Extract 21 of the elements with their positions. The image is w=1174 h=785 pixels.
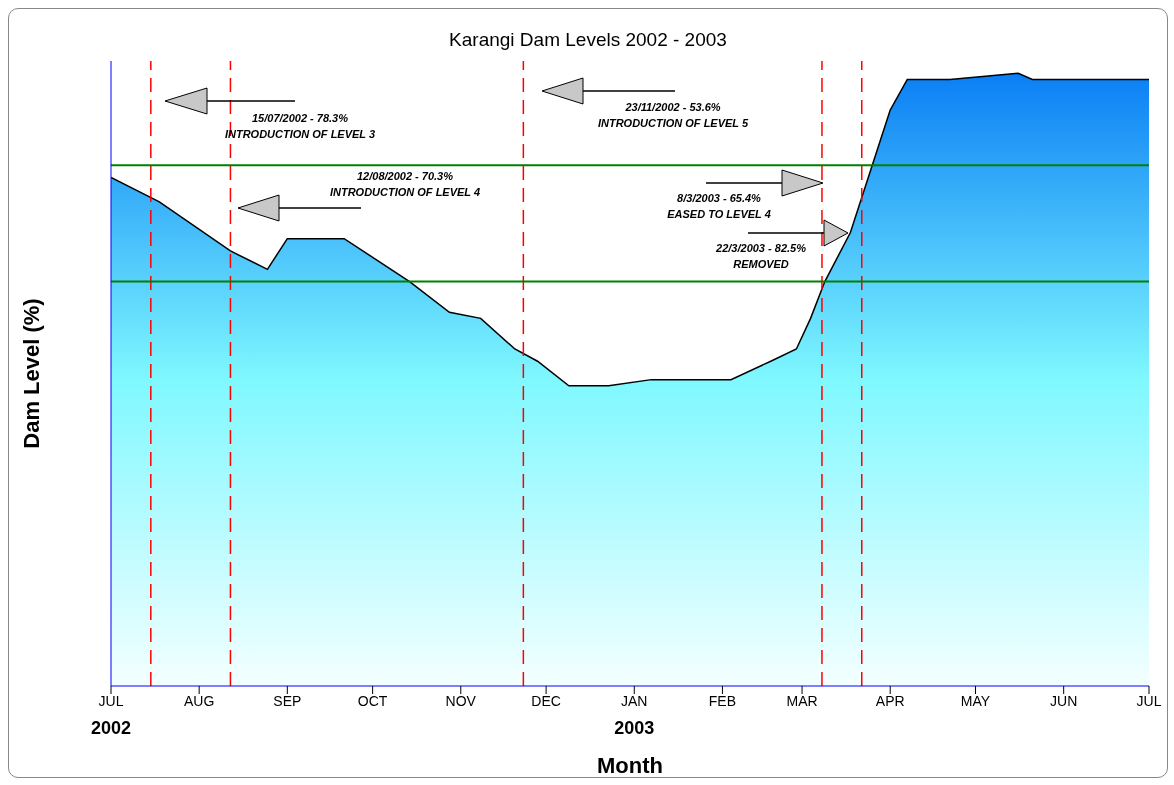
y-axis-title: Dam Level (%) [18,298,44,449]
annotation: 12/08/2002 - 70.3% INTRODUCTION OF LEVEL 4 [329,170,481,198]
x-tick-label: OCT [357,693,388,709]
x-tick-label: FEB [708,693,737,709]
x-tick-label: JAN 2003 [614,693,655,738]
annotation: 23/11/2002 - 53.6% INTRODUCTION OF LEVEL 5 [597,101,749,129]
x-tick-label: SEP [273,693,302,709]
x-tick-label: JUL 2002 [90,693,132,738]
annotation: 22/3/2003 - 82.5% REMOVED [715,242,807,270]
x-axis-title: Month [597,753,663,778]
x-tick-label: MAR [786,693,818,709]
x-tick-label: APR [875,693,905,709]
x-tick-label: JUL [1136,693,1162,709]
annotation: 8/3/2003 - 65.4% EASED TO LEVEL 4 [667,192,771,220]
x-tick-label: AUG [183,693,215,709]
x-tick-label: MAY [960,693,991,709]
annotation: 15/07/2002 - 78.3% INTRODUCTION OF LEVEL 3 [224,112,376,140]
chart-title: Karangi Dam Levels 2002 - 2003 [448,29,728,51]
x-tick-label: DEC [531,693,561,709]
x-tick-label: JUN [1050,693,1078,709]
x-tick-label: NOV [445,693,477,709]
